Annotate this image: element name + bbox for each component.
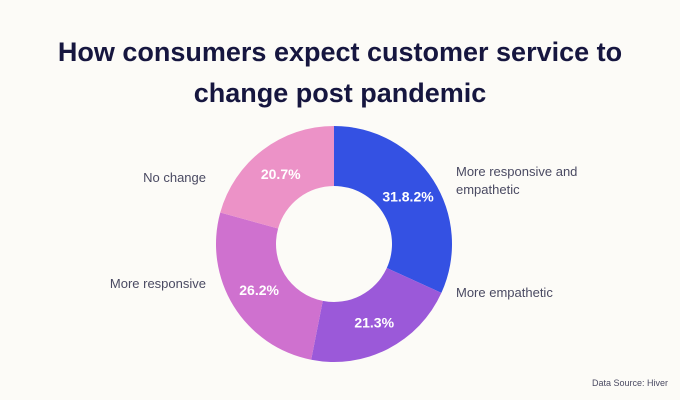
slice-value-label-more-responsive-and-empathetic: 31.8.2% [382, 188, 434, 204]
chart-title-line-1: How consumers expect customer service to [57, 37, 623, 67]
category-label-no-change: No change [143, 170, 206, 185]
slice-value-label-more-empathetic: 21.3% [354, 314, 394, 330]
donut-slice-more-empathetic [311, 268, 442, 362]
category-label-more-responsive-and-empathetic: More responsive and empathetic [456, 164, 578, 197]
category-label-more-empathetic: More empathetic [456, 285, 553, 300]
chart-title-line-2: change post pandemic [193, 78, 487, 108]
chart-title: How consumers expect customer service to… [0, 32, 680, 114]
donut-slice-more-responsive-and-empathetic [334, 126, 452, 293]
donut-slice-more-responsive [216, 212, 323, 360]
donut-slice-no-change [220, 126, 334, 229]
data-source-note: Data Source: Hiver [591, 378, 668, 388]
slice-value-label-no-change: 20.7% [261, 166, 301, 182]
category-label-more-responsive: More responsive [109, 276, 206, 291]
slice-value-label-more-responsive: 26.2% [239, 282, 279, 298]
